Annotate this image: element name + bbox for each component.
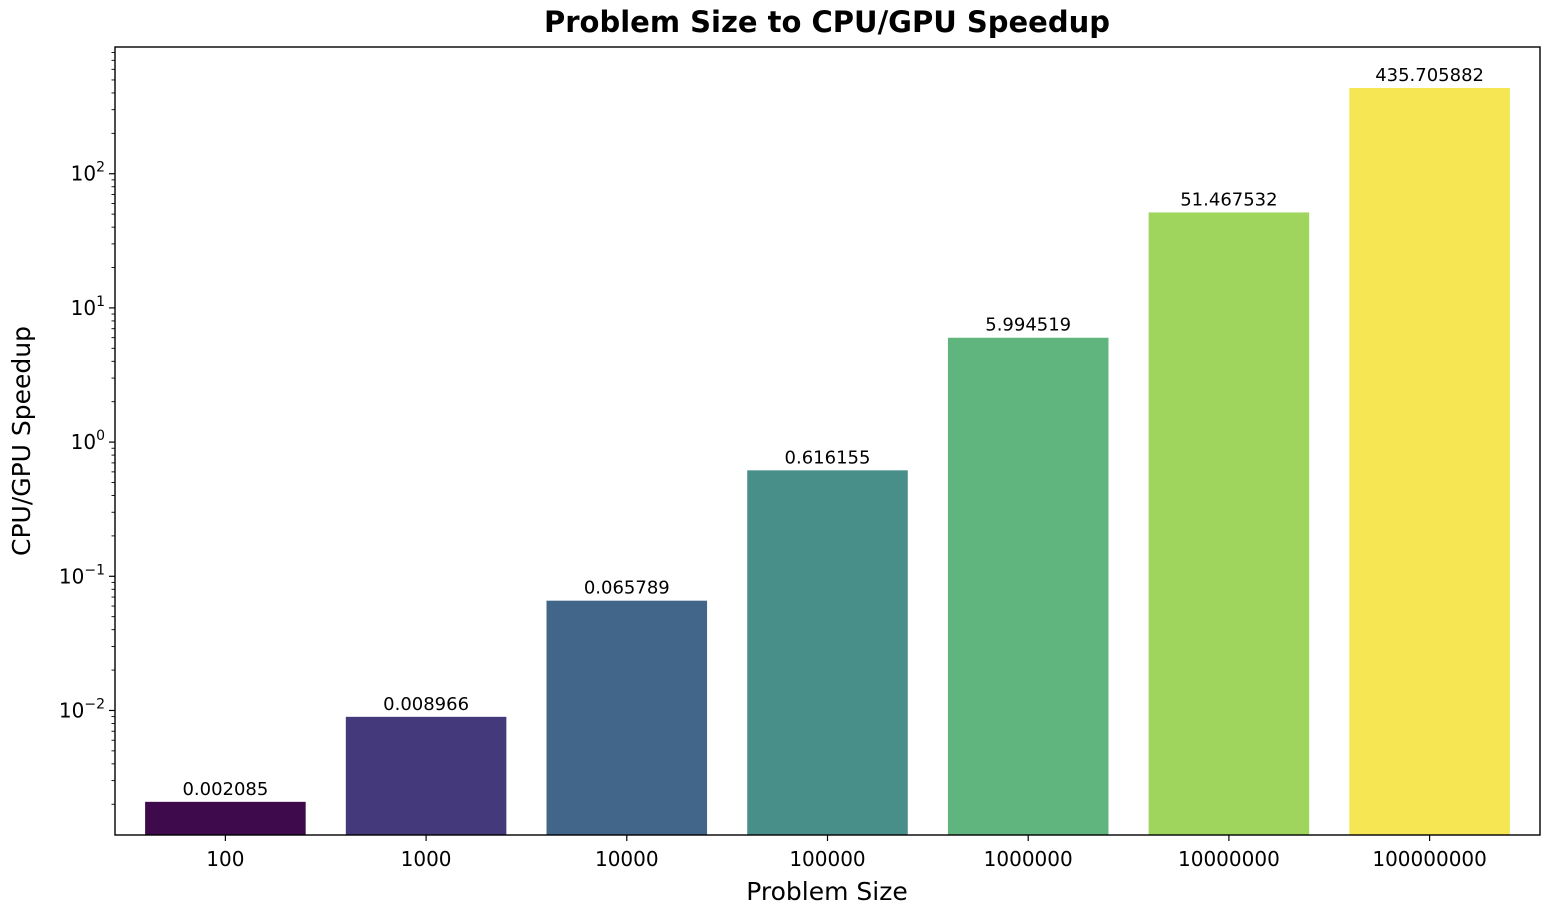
bar-value-label: 0.065789 [584, 578, 670, 599]
chart-title: Problem Size to CPU/GPU Speedup [544, 5, 1110, 39]
x-axis-label: Problem Size [746, 877, 907, 906]
x-tick-label: 100000 [789, 847, 865, 871]
bar-value-label: 0.616155 [785, 447, 871, 468]
y-tick-label: 102 [71, 160, 105, 186]
bar-10000 [546, 600, 708, 835]
bar-1000 [345, 716, 507, 835]
x-tick-label: 100000000 [1372, 847, 1487, 871]
bar-value-label: 5.994519 [985, 315, 1071, 336]
y-tick-label: 10−2 [59, 696, 105, 722]
x-tick-label: 1000000 [984, 847, 1073, 871]
y-tick-label: 100 [71, 428, 105, 454]
bar-value-label: 435.705882 [1375, 65, 1484, 86]
x-tick-label: 100 [206, 847, 244, 871]
x-tick-label: 1000 [401, 847, 452, 871]
y-tick-label: 101 [71, 294, 105, 320]
bars [145, 87, 1510, 835]
bar-100 [145, 801, 306, 835]
y-tick-label: 10−1 [59, 562, 105, 588]
x-tick-label: 10000 [595, 847, 659, 871]
bar-100000 [747, 470, 908, 835]
bar-10000000 [1148, 212, 1310, 835]
bar-labels: 0.002085 0.008966 0.065789 0.616155 5.994519… [182, 65, 1484, 800]
x-tick-label: 10000000 [1178, 847, 1280, 871]
bar-value-label: 0.008966 [383, 694, 469, 715]
bar-1000000 [947, 337, 1109, 835]
y-axis-ticks: 10−2 10−1 100 101 102 [59, 52, 115, 805]
plot-frame [114, 46, 1541, 836]
x-axis-ticks: 100 1000 10000 100000 1000000 10000000 1000000… [206, 835, 1487, 871]
bar-value-label: 0.002085 [182, 779, 268, 800]
bar-100000000 [1349, 87, 1510, 835]
bar-value-label: 51.467532 [1180, 189, 1277, 210]
y-axis-label: CPU/GPU Speedup [7, 326, 36, 556]
